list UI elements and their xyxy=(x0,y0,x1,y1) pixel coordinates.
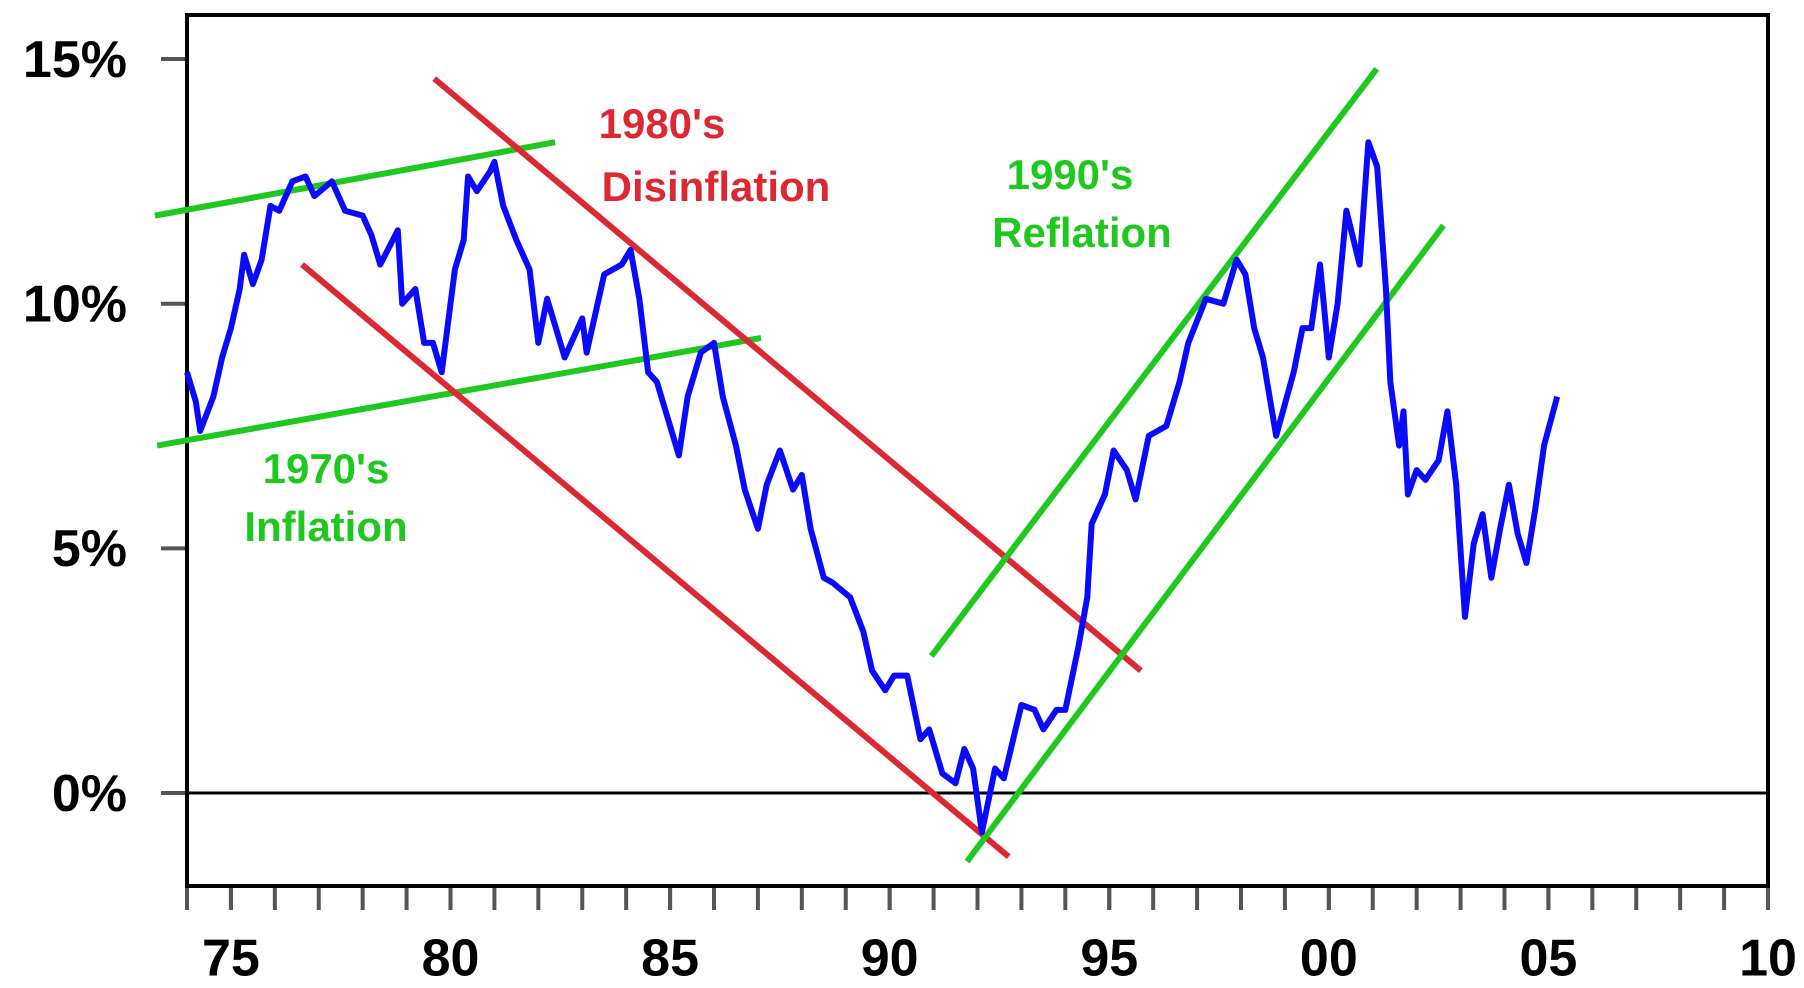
x-tick-label: 00 xyxy=(1300,930,1358,988)
annotation: 1990's xyxy=(1007,151,1134,198)
trend-line xyxy=(928,67,1380,658)
trend-line xyxy=(300,262,1011,859)
y-tick-label: 0% xyxy=(52,765,127,823)
x-tick-label: 80 xyxy=(422,930,480,988)
trend-line xyxy=(156,335,762,449)
annotation: Inflation xyxy=(244,503,407,550)
x-tick-label: 10 xyxy=(1739,930,1797,988)
y-tick-label: 5% xyxy=(52,520,127,578)
x-tick-label: 90 xyxy=(861,930,919,988)
y-tick-label: 10% xyxy=(23,275,127,333)
annotation: Reflation xyxy=(992,209,1172,256)
annotation: 1970's xyxy=(263,445,390,492)
x-tick-label: 05 xyxy=(1519,930,1577,988)
x-tick-label: 85 xyxy=(641,930,699,988)
data-line xyxy=(184,139,1561,836)
annotation: 1980's xyxy=(599,100,726,147)
y-tick-label: 15% xyxy=(23,31,127,89)
annotation: Disinflation xyxy=(602,163,831,210)
x-tick-label: 75 xyxy=(202,930,260,988)
trend-line xyxy=(964,223,1446,864)
x-tick-label: 95 xyxy=(1080,930,1138,988)
trend-line xyxy=(432,76,1143,673)
trend-line xyxy=(154,139,556,219)
plot-frame xyxy=(185,13,1770,888)
